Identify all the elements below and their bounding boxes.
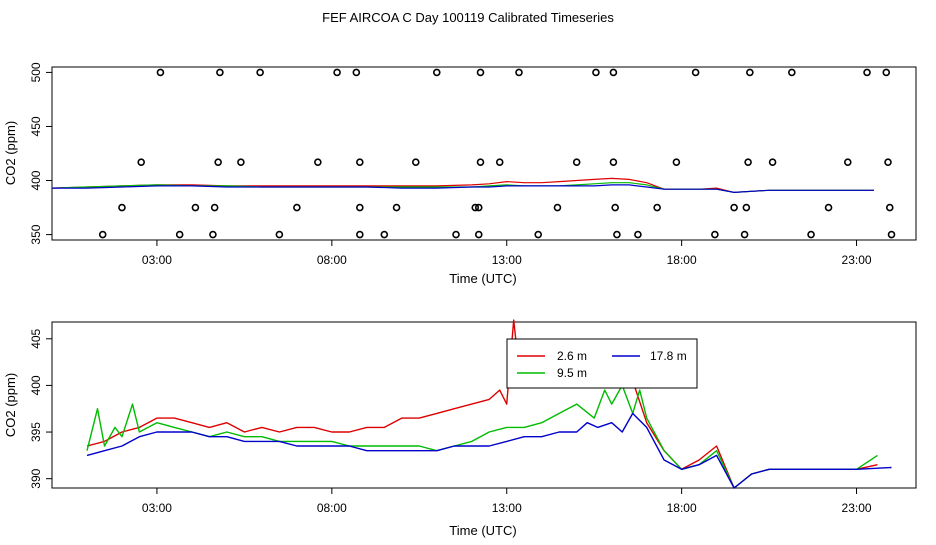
top-data-point <box>613 230 621 239</box>
top-data-point <box>843 158 852 166</box>
top-data-point <box>768 158 777 166</box>
top-data-point <box>352 68 361 77</box>
top-data-point <box>824 203 833 212</box>
top-data-point <box>256 68 264 77</box>
legend: 2.6 m 9.5 m 17.8 m <box>506 338 698 389</box>
top-data-point <box>611 203 619 212</box>
top-data-point <box>191 203 200 212</box>
bottom-x-tick-label: 03:00 <box>142 501 172 515</box>
top-data-point <box>740 230 749 239</box>
top-data-point <box>742 203 751 212</box>
top-plot-area: 03:00 08:00 13:00 18:00 23:00 350 400 450 500 <box>29 62 896 267</box>
top-data-point <box>609 68 618 77</box>
top-plot-frame <box>51 66 917 241</box>
top-y-tick-label: 350 <box>29 224 43 244</box>
top-data-point <box>887 230 896 239</box>
legend-box <box>506 338 698 389</box>
top-data-point <box>118 203 126 212</box>
bottom-y-tick-label: 395 <box>29 422 43 442</box>
top-data-point <box>476 158 485 166</box>
top-data-point <box>476 68 485 77</box>
top-data-point <box>137 158 145 166</box>
top-data-point <box>98 230 107 239</box>
bottom-x-tick-label: 18:00 <box>667 501 697 515</box>
top-data-point <box>746 68 754 77</box>
top-data-point <box>333 68 341 77</box>
top-data-point <box>432 68 441 77</box>
bottom-series-line-0 <box>86 319 878 489</box>
top-y-tick-label: 500 <box>29 62 43 82</box>
top-y-axis-label: CO2 (ppm) <box>3 121 18 185</box>
top-data-point <box>471 203 480 212</box>
top-y-tick-label: 400 <box>29 170 43 190</box>
top-data-point <box>572 158 581 166</box>
top-x-tick-label: 13:00 <box>492 253 522 267</box>
top-data-point <box>156 68 165 77</box>
top-data-point <box>214 158 222 166</box>
top-data-point <box>216 68 224 77</box>
top-data-point <box>356 230 364 239</box>
top-data-point <box>314 158 322 166</box>
top-data-point <box>807 230 815 239</box>
top-data-point <box>392 203 401 212</box>
top-data-point <box>356 158 364 166</box>
bottom-series-line-2 <box>86 412 892 489</box>
bottom-y-tick-label: 405 <box>29 328 43 348</box>
bottom-y-axis-label: CO2 (ppm) <box>3 373 18 437</box>
top-data-point <box>356 203 364 212</box>
top-data-point <box>609 158 618 166</box>
top-x-tick-label: 18:00 <box>667 253 697 267</box>
top-data-point <box>380 230 389 239</box>
top-x-axis-label: Time (UTC) <box>449 271 516 286</box>
legend-label-17-8m: 17.8 m <box>650 349 687 363</box>
top-data-point <box>882 68 891 77</box>
legend-label-9-5m: 9.5 m <box>557 366 587 380</box>
top-data-point <box>237 158 245 166</box>
bottom-plot-area: 03:00 08:00 13:00 18:00 23:00 390 395 400 405 <box>29 319 892 515</box>
bottom-plot-frame <box>51 321 917 489</box>
top-data-point <box>863 68 871 77</box>
top-data-point <box>474 203 483 212</box>
top-data-point <box>788 68 796 77</box>
top-data-point <box>534 230 543 239</box>
top-data-point <box>744 158 752 166</box>
top-x-tick-label: 03:00 <box>142 253 172 267</box>
bottom-x-tick-label: 08:00 <box>317 501 347 515</box>
top-data-point <box>452 230 460 239</box>
bottom-x-axis-label: Time (UTC) <box>449 523 516 538</box>
top-data-point <box>634 230 642 239</box>
top-data-point <box>592 68 600 77</box>
top-data-point <box>885 203 894 212</box>
top-data-point <box>411 158 420 166</box>
bottom-x-tick-label: 23:00 <box>842 501 872 515</box>
bottom-y-tick-label: 400 <box>29 375 43 395</box>
top-data-point <box>210 203 219 212</box>
bottom-x-tick-label: 13:00 <box>492 501 522 515</box>
figure-title: FEF AIRCOA C Day 100119 Calibrated Times… <box>322 10 614 25</box>
top-series-line-2 <box>52 184 874 193</box>
top-data-point <box>495 158 504 166</box>
top-data-point <box>884 158 892 166</box>
top-data-point <box>730 203 738 212</box>
top-data-point <box>711 230 719 239</box>
top-y-tick-label: 450 <box>29 116 43 136</box>
top-data-point <box>672 158 681 166</box>
top-data-point <box>293 203 301 212</box>
top-data-point <box>474 230 483 239</box>
top-data-point <box>515 68 523 77</box>
top-data-point <box>691 68 700 77</box>
bottom-y-tick-label: 390 <box>29 468 43 488</box>
top-data-point <box>653 203 661 212</box>
top-data-point <box>209 230 217 239</box>
top-data-point <box>553 203 562 212</box>
legend-label-2-6m: 2.6 m <box>557 349 587 363</box>
top-x-tick-label: 23:00 <box>842 253 872 267</box>
top-data-point <box>175 230 184 239</box>
top-data-point <box>275 230 284 239</box>
top-x-tick-label: 08:00 <box>317 253 347 267</box>
